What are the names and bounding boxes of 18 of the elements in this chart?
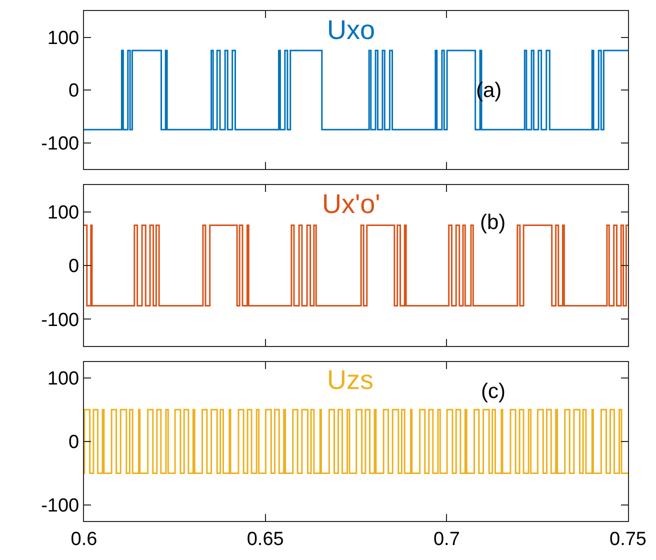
annotation: (b): [480, 211, 506, 234]
annotation: (c): [481, 380, 506, 403]
y-tick-label: 100: [47, 28, 80, 49]
y-tick-label: -100: [41, 133, 80, 154]
y-tick-label: 0: [68, 256, 80, 278]
x-tick-label: 0.6: [70, 528, 98, 550]
y-tick-label: 0: [68, 80, 80, 102]
y-tick-label: 100: [47, 368, 80, 390]
series-label: Uzs: [327, 365, 374, 395]
series-label: Ux'o': [322, 189, 380, 219]
x-tick-label: 0.75: [610, 528, 646, 550]
y-tick-label: 0: [68, 432, 80, 454]
y-tick-label: 100: [47, 202, 80, 224]
x-tick-label: 0.65: [246, 528, 284, 550]
y-tick-label: -100: [41, 496, 80, 517]
x-tick-label: 0.7: [433, 528, 460, 550]
series-label: Uxo: [327, 15, 376, 45]
y-tick-label: -100: [41, 310, 80, 331]
